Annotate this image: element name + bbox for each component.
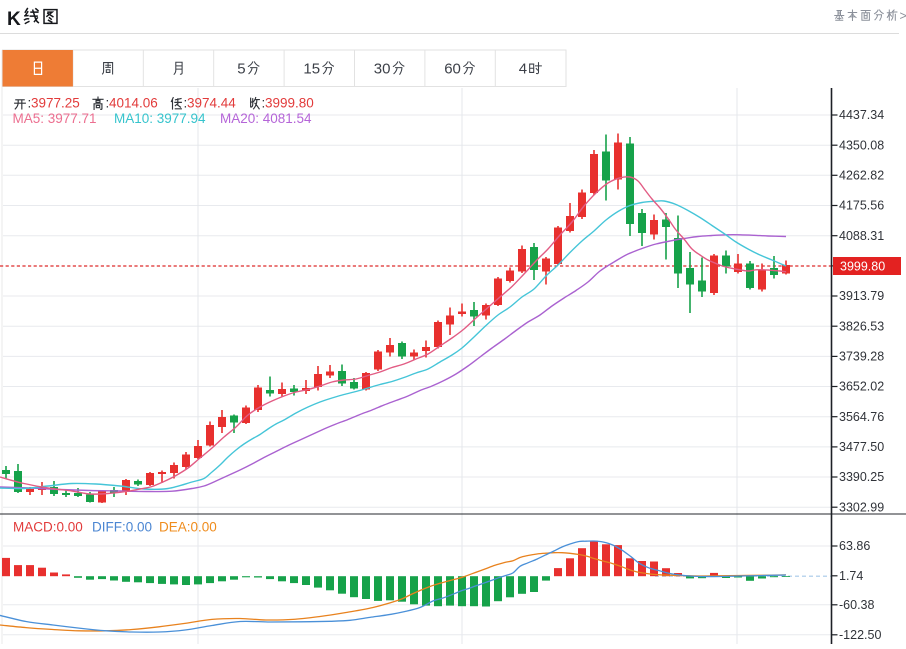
svg-text:MACD:0.00: MACD:0.00 [13, 520, 83, 535]
svg-text:4: 4 [519, 61, 527, 78]
svg-text:30: 30 [374, 61, 391, 78]
svg-text:4437.34: 4437.34 [839, 108, 884, 122]
svg-text:DEA:0.00: DEA:0.00 [159, 520, 217, 535]
svg-text:3739.28: 3739.28 [839, 350, 884, 364]
svg-text:4175.56: 4175.56 [839, 199, 884, 213]
svg-text:MA10: 3977.94: MA10: 3977.94 [114, 111, 206, 126]
svg-text:-60.38: -60.38 [839, 598, 874, 612]
svg-text:3564.76: 3564.76 [839, 410, 884, 424]
svg-text:MA20: 4081.54: MA20: 4081.54 [220, 111, 312, 126]
svg-text:4262.82: 4262.82 [839, 169, 884, 183]
svg-text:63.86: 63.86 [839, 539, 870, 553]
svg-text:4088.31: 4088.31 [839, 229, 884, 243]
svg-text:3477.50: 3477.50 [839, 440, 884, 454]
svg-text:60: 60 [444, 61, 461, 78]
svg-text:3974.44: 3974.44 [187, 96, 236, 111]
svg-text:K: K [7, 9, 21, 30]
svg-text:3999.80: 3999.80 [840, 260, 885, 274]
svg-text:3390.25: 3390.25 [839, 470, 884, 484]
svg-text:MA5: 3977.71: MA5: 3977.71 [13, 111, 97, 126]
svg-text:4350.08: 4350.08 [839, 138, 884, 152]
svg-text:1.74: 1.74 [839, 569, 863, 583]
svg-text:3977.25: 3977.25 [31, 96, 80, 111]
svg-text:3826.53: 3826.53 [839, 319, 884, 333]
svg-text:DIFF:0.00: DIFF:0.00 [92, 520, 152, 535]
svg-text:5: 5 [237, 61, 245, 78]
svg-text:15: 15 [303, 61, 320, 78]
svg-text:3999.80: 3999.80 [265, 96, 314, 111]
svg-text:3652.02: 3652.02 [839, 380, 884, 394]
svg-text:3302.99: 3302.99 [839, 500, 884, 514]
svg-text:-122.50: -122.50 [839, 628, 881, 642]
svg-text:>: > [900, 9, 906, 23]
svg-text:4014.06: 4014.06 [109, 96, 158, 111]
svg-text:3913.79: 3913.79 [839, 289, 884, 303]
